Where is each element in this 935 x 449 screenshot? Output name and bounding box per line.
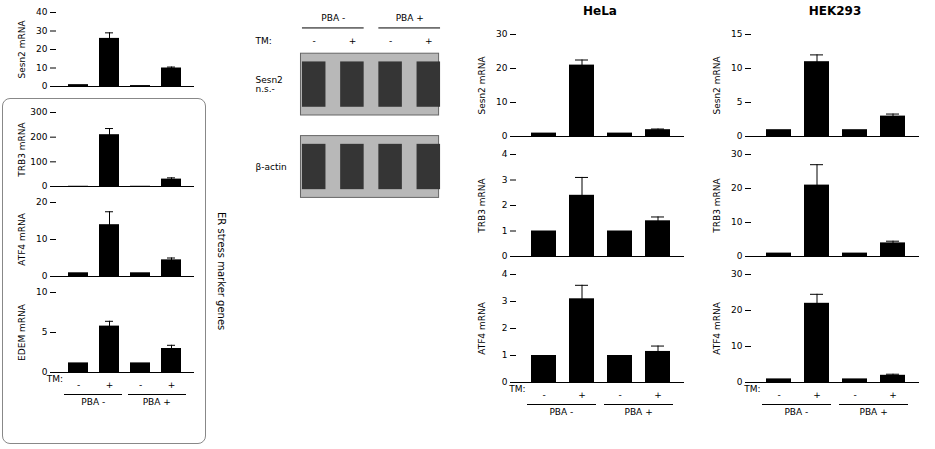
svg-text:-: - xyxy=(542,390,545,400)
html-text:PBA -: PBA - xyxy=(549,407,574,417)
svg-text:20: 20 xyxy=(731,305,743,315)
svg-text:+: + xyxy=(425,36,433,46)
svg-text:5: 5 xyxy=(737,97,743,107)
html-text:PBA +: PBA + xyxy=(624,407,653,417)
svg-text:-: - xyxy=(389,36,392,46)
svg-text:4: 4 xyxy=(502,269,508,279)
svg-text:200: 200 xyxy=(30,132,47,142)
svg-text:10: 10 xyxy=(731,63,743,73)
svg-text:15: 15 xyxy=(731,29,742,39)
svg-text:-: - xyxy=(853,390,856,400)
html-text:PBA +: PBA + xyxy=(142,397,171,407)
html-text:PBA +: PBA + xyxy=(859,407,888,417)
svg-text:3: 3 xyxy=(502,175,508,185)
svg-text:TRB3 mRNA: TRB3 mRNA xyxy=(712,177,722,233)
svg-text:30: 30 xyxy=(496,29,508,39)
svg-text:30: 30 xyxy=(36,26,48,36)
svg-text:TRB3 mRNA: TRB3 mRNA xyxy=(17,121,27,177)
svg-text:-: - xyxy=(77,380,80,390)
svg-text:Sesn2 mRNA: Sesn2 mRNA xyxy=(477,56,487,115)
svg-text:Sesn2n.s.-: Sesn2n.s.- xyxy=(255,75,282,94)
svg-text:5: 5 xyxy=(42,327,48,337)
svg-text:4: 4 xyxy=(502,149,508,159)
html-text:HeLa: HeLa xyxy=(583,4,617,18)
svg-text:1: 1 xyxy=(502,350,508,360)
svg-text:2: 2 xyxy=(502,200,508,210)
svg-text:EDEM mRNA: EDEM mRNA xyxy=(17,303,27,361)
svg-text:0: 0 xyxy=(737,377,743,387)
svg-text:3: 3 xyxy=(502,296,508,306)
svg-text:0: 0 xyxy=(42,181,48,191)
svg-text:20: 20 xyxy=(496,63,508,73)
svg-text:+: + xyxy=(349,36,357,46)
svg-text:0: 0 xyxy=(42,81,48,91)
svg-text:1: 1 xyxy=(502,226,508,236)
svg-text:Sesn2 mRNA: Sesn2 mRNA xyxy=(712,56,722,115)
html-text:TM:: TM: xyxy=(509,384,526,394)
svg-text:30: 30 xyxy=(731,149,743,159)
svg-text:+: + xyxy=(813,390,821,400)
html-text:ER stress marker genes: ER stress marker genes xyxy=(215,211,227,331)
svg-text:-: - xyxy=(139,380,142,390)
svg-text:TM:: TM: xyxy=(254,36,271,46)
svg-text:20: 20 xyxy=(36,44,48,54)
svg-text:10: 10 xyxy=(36,287,48,297)
svg-text:0: 0 xyxy=(41,367,48,378)
svg-text:300: 300 xyxy=(30,107,47,117)
html-text:TM:: TM: xyxy=(46,374,64,384)
svg-text:10: 10 xyxy=(36,234,48,244)
html-text:PBA -: PBA - xyxy=(784,407,809,417)
svg-text:10: 10 xyxy=(496,97,508,107)
svg-text:ATF4 mRNA: ATF4 mRNA xyxy=(477,301,487,354)
svg-text:ATF4 mRNA: ATF4 mRNA xyxy=(712,301,722,354)
svg-text:10: 10 xyxy=(731,217,743,227)
svg-text:20: 20 xyxy=(731,183,743,193)
svg-text:20: 20 xyxy=(36,197,48,207)
svg-text:-: - xyxy=(618,390,621,400)
svg-text:0: 0 xyxy=(502,377,508,387)
svg-text:ATF4 mRNA: ATF4 mRNA xyxy=(17,212,27,265)
svg-text:PBA +: PBA + xyxy=(396,13,424,23)
svg-text:+: + xyxy=(889,390,897,400)
svg-text:+: + xyxy=(106,380,114,390)
svg-text:40: 40 xyxy=(36,7,48,17)
svg-text:PBA -: PBA - xyxy=(321,13,345,23)
svg-text:0: 0 xyxy=(737,251,743,261)
html-text:PBA -: PBA - xyxy=(81,397,106,407)
svg-text:β-actin: β-actin xyxy=(255,162,286,172)
svg-text:0: 0 xyxy=(42,271,48,281)
svg-text:-: - xyxy=(777,390,780,400)
svg-text:0: 0 xyxy=(502,251,508,261)
svg-text:2: 2 xyxy=(502,323,508,333)
svg-text:10: 10 xyxy=(731,341,743,351)
svg-text:30: 30 xyxy=(731,269,743,279)
svg-text:100: 100 xyxy=(30,157,47,167)
html-text:HEK293: HEK293 xyxy=(808,4,862,18)
svg-text:Sesn2 mRNA: Sesn2 mRNA xyxy=(17,20,27,79)
svg-text:0: 0 xyxy=(737,131,743,141)
svg-text:-: - xyxy=(313,36,316,46)
svg-text:+: + xyxy=(578,390,586,400)
svg-text:+: + xyxy=(654,390,662,400)
svg-text:TRB3 mRNA: TRB3 mRNA xyxy=(477,177,487,233)
html-text:TM:: TM: xyxy=(744,384,761,394)
svg-text:0: 0 xyxy=(502,131,508,141)
svg-text:10: 10 xyxy=(36,63,48,73)
svg-text:+: + xyxy=(168,380,176,390)
